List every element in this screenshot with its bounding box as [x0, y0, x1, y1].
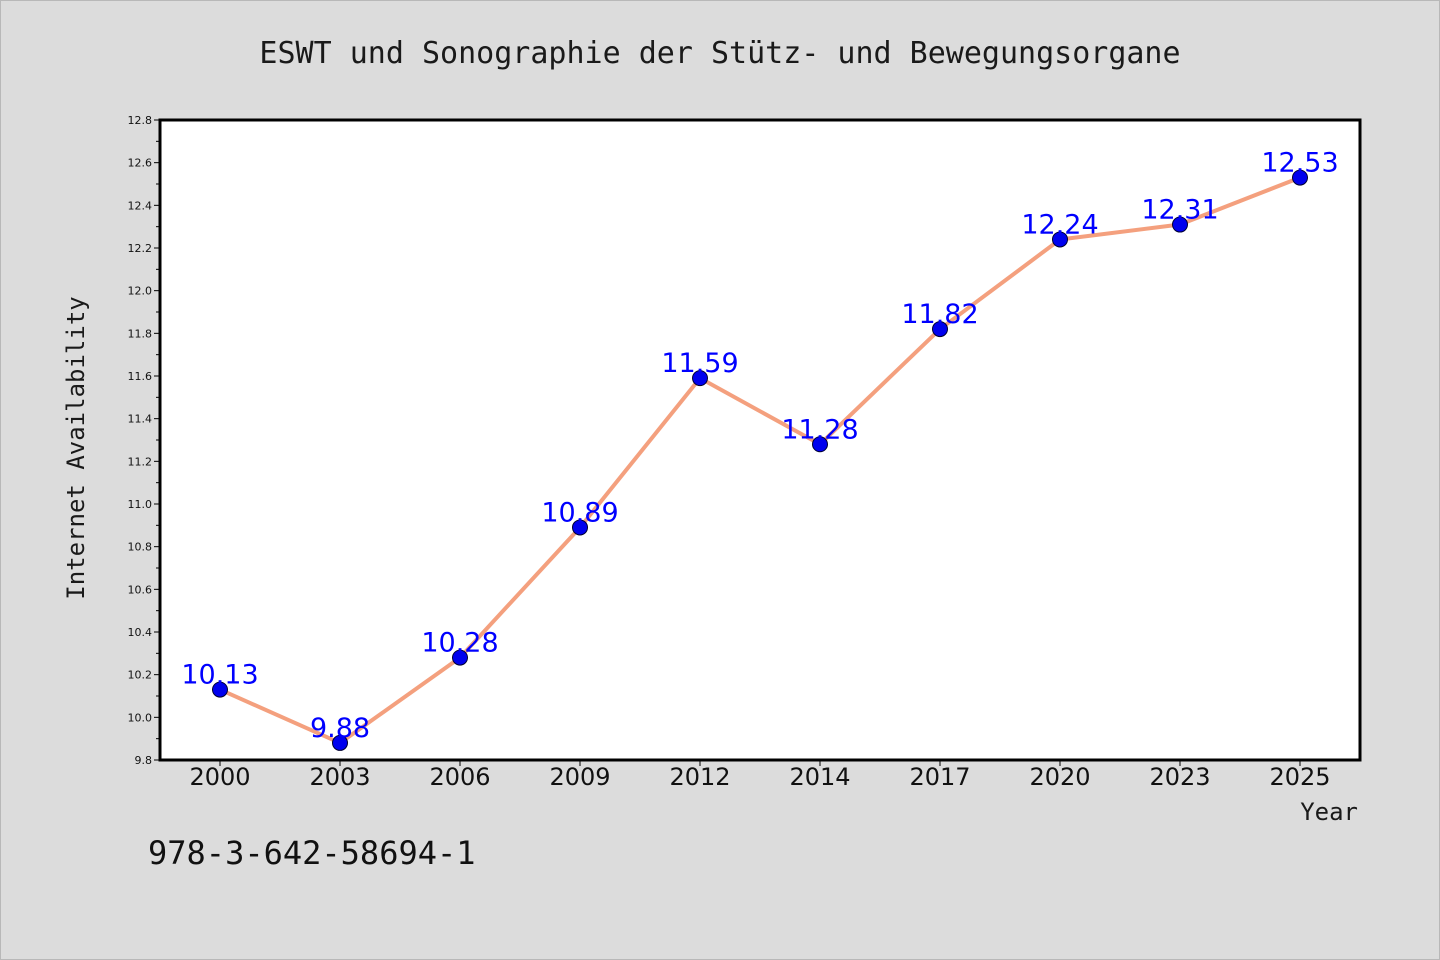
data-point-marker: [1172, 216, 1188, 233]
y-tick-label: 10.4: [128, 626, 153, 639]
y-tick-label: 10.8: [128, 541, 153, 554]
y-tick-label: 10.0: [128, 711, 153, 724]
data-label: 11.59: [661, 348, 738, 379]
y-tick-label: 11.2: [128, 455, 153, 468]
data-point-marker: [932, 321, 948, 338]
y-tick-label: 11.4: [128, 413, 153, 426]
x-tick-label: 2025: [1269, 763, 1330, 791]
data-label: 12.24: [1021, 209, 1098, 240]
data-label: 11.82: [901, 299, 978, 330]
x-axis-ticks: 2000 2003 2006 2009 2012 2014 2017 2020 2023 2025: [189, 760, 1331, 791]
series-line: [218, 175, 1302, 745]
series-layer: 10.13 9.88 10.28 10.89 11.59 11.28 11.82 12.24 1…: [181, 148, 1339, 751]
data-point-marker: [1052, 231, 1068, 248]
data-point-marker: [452, 649, 468, 666]
data-point-marker: [812, 436, 828, 453]
y-tick-label: 10.6: [128, 583, 153, 596]
y-tick-label: 10.2: [128, 669, 153, 682]
x-tick-label: 2023: [1149, 763, 1210, 791]
y-tick-label: 12.8: [128, 114, 153, 127]
y-tick-label: 9.8: [135, 754, 153, 767]
data-label: 12.53: [1261, 148, 1338, 179]
data-label: 10.28: [421, 628, 498, 659]
x-tick-label: 2012: [669, 763, 730, 791]
y-tick-label: 12.6: [128, 157, 153, 170]
x-tick-label: 2014: [789, 763, 850, 791]
x-axis-title: Year: [1300, 798, 1358, 826]
y-tick-label: 11.6: [128, 370, 153, 383]
data-label: 9.88: [310, 713, 370, 744]
x-tick-label: 2017: [909, 763, 970, 791]
y-tick-label: 11.8: [128, 327, 153, 340]
data-point-marker: [1292, 169, 1308, 186]
y-tick-label: 11.0: [128, 498, 153, 511]
data-label: 12.31: [1141, 195, 1218, 226]
x-tick-label: 2003: [309, 763, 370, 791]
y-tick-label: 12.2: [128, 242, 153, 255]
data-point-marker: [572, 519, 588, 536]
x-tick-label: 2020: [1029, 763, 1090, 791]
x-tick-label: 2009: [549, 763, 610, 791]
chart-title: ESWT und Sonographie der Stütz- und Bewe…: [259, 36, 1180, 71]
data-label: 10.89: [541, 497, 618, 528]
data-point-marker: [692, 370, 708, 387]
y-axis-title: Internet Availability: [62, 296, 90, 599]
y-tick-label: 12.4: [128, 199, 153, 212]
data-label: 11.28: [781, 414, 858, 445]
data-label: 10.13: [181, 660, 258, 691]
x-tick-label: 2000: [189, 763, 250, 791]
x-tick-label: 2006: [429, 763, 490, 791]
data-point-marker: [332, 734, 348, 751]
data-point-marker: [212, 681, 228, 698]
y-tick-label: 12.0: [128, 285, 153, 298]
isbn-footer: 978-3-642-58694-1: [148, 834, 476, 872]
y-axis-ticks: 9.8 10.0 10.2 10.4 10.6 10.8 11.0 11.2 11.4 11.6 1…: [128, 114, 160, 767]
